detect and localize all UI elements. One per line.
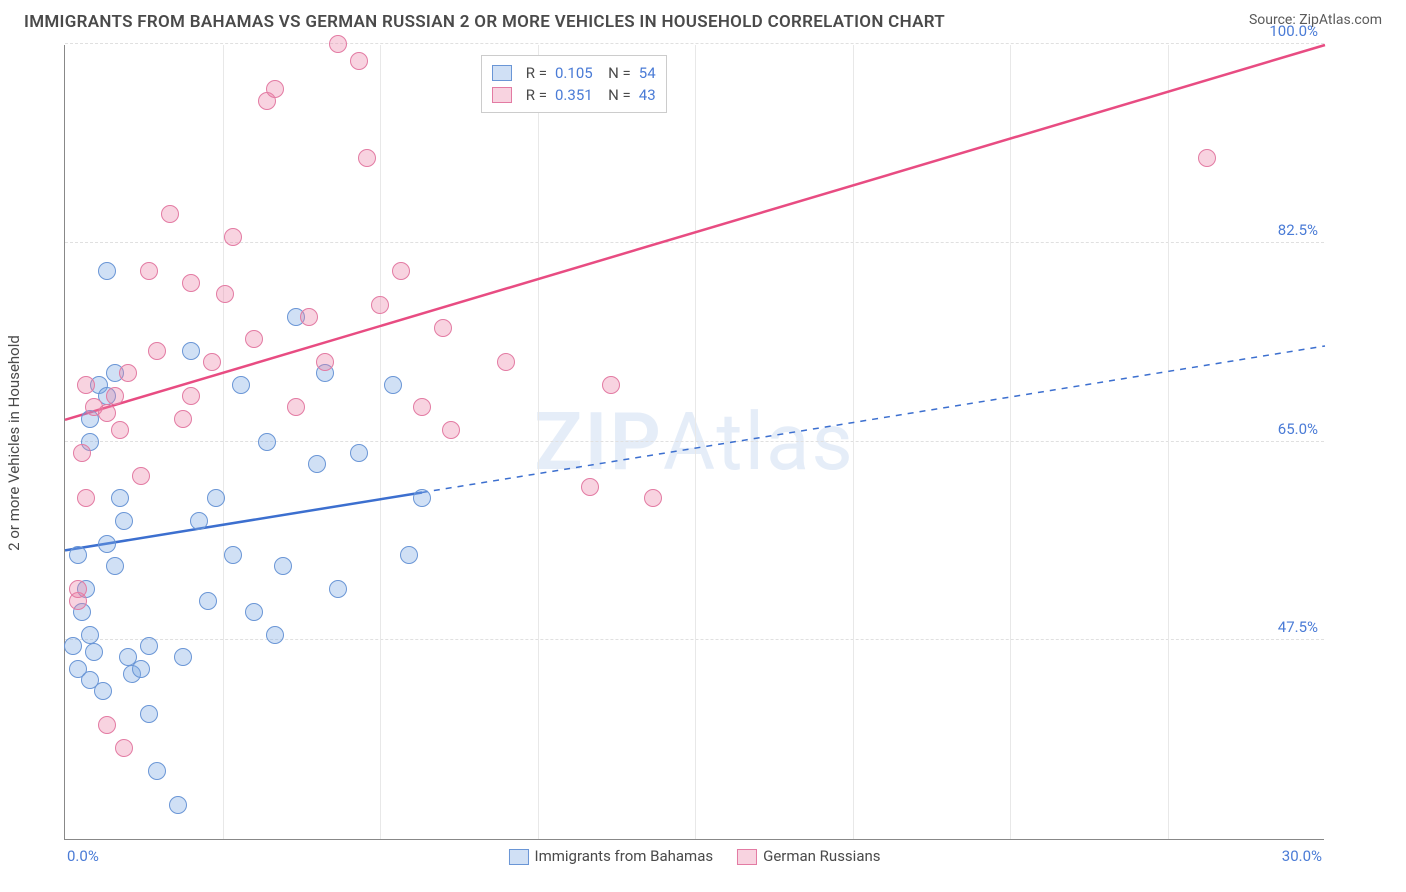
chart-container: 2 or more Vehicles in Household ZIPAtlas… <box>24 45 1384 840</box>
data-point-immigrants-from-bahamas <box>232 376 250 394</box>
data-point-immigrants-from-bahamas <box>400 546 418 564</box>
data-point-immigrants-from-bahamas <box>266 626 284 644</box>
data-point-german-russians <box>434 319 452 337</box>
data-point-german-russians <box>300 308 318 326</box>
data-point-german-russians <box>111 421 129 439</box>
x-tick-label: 30.0% <box>1282 847 1322 865</box>
data-point-immigrants-from-bahamas <box>384 376 402 394</box>
x-tick-label: 0.0% <box>67 847 99 865</box>
data-point-immigrants-from-bahamas <box>132 660 150 678</box>
data-point-german-russians <box>329 35 347 53</box>
data-point-german-russians <box>371 296 389 314</box>
data-point-immigrants-from-bahamas <box>94 682 112 700</box>
legend-item: Immigrants from Bahamas <box>508 847 713 865</box>
data-point-immigrants-from-bahamas <box>245 603 263 621</box>
correlation-row: R = 0.105 N = 54 <box>492 62 656 84</box>
data-point-immigrants-from-bahamas <box>69 546 87 564</box>
data-point-german-russians <box>602 376 620 394</box>
series-legend: Immigrants from Bahamas German Russians <box>508 847 880 865</box>
data-point-german-russians <box>73 444 91 462</box>
data-point-german-russians <box>98 404 116 422</box>
y-axis-label: 2 or more Vehicles in Household <box>5 335 23 551</box>
data-point-german-russians <box>161 205 179 223</box>
plot-area: ZIPAtlas 47.5%65.0%82.5%100.0%0.0%30.0%R… <box>64 45 1324 840</box>
data-point-german-russians <box>216 285 234 303</box>
data-point-german-russians <box>182 387 200 405</box>
data-point-immigrants-from-bahamas <box>106 557 124 575</box>
data-point-immigrants-from-bahamas <box>64 637 82 655</box>
data-point-german-russians <box>69 580 87 598</box>
data-point-german-russians <box>266 80 284 98</box>
data-point-german-russians <box>316 353 334 371</box>
data-point-german-russians <box>287 398 305 416</box>
legend-item: German Russians <box>737 847 880 865</box>
data-point-immigrants-from-bahamas <box>140 705 158 723</box>
data-point-german-russians <box>392 262 410 280</box>
data-point-immigrants-from-bahamas <box>85 643 103 661</box>
data-point-immigrants-from-bahamas <box>174 648 192 666</box>
data-point-immigrants-from-bahamas <box>140 637 158 655</box>
data-point-immigrants-from-bahamas <box>182 342 200 360</box>
data-point-german-russians <box>413 398 431 416</box>
data-point-german-russians <box>77 376 95 394</box>
data-point-german-russians <box>224 228 242 246</box>
data-point-german-russians <box>497 353 515 371</box>
data-point-immigrants-from-bahamas <box>308 455 326 473</box>
correlation-row: R = 0.351 N = 43 <box>492 84 656 106</box>
data-point-immigrants-from-bahamas <box>98 262 116 280</box>
data-point-german-russians <box>132 467 150 485</box>
data-point-german-russians <box>77 489 95 507</box>
data-point-german-russians <box>581 478 599 496</box>
data-point-german-russians <box>115 739 133 757</box>
data-point-immigrants-from-bahamas <box>274 557 292 575</box>
data-point-immigrants-from-bahamas <box>224 546 242 564</box>
data-point-immigrants-from-bahamas <box>148 762 166 780</box>
data-point-immigrants-from-bahamas <box>81 626 99 644</box>
data-point-immigrants-from-bahamas <box>115 512 133 530</box>
gridline-h <box>65 43 1324 44</box>
data-point-immigrants-from-bahamas <box>169 796 187 814</box>
y-tick-label: 100.0% <box>1269 22 1318 40</box>
data-point-german-russians <box>245 330 263 348</box>
data-point-immigrants-from-bahamas <box>199 592 217 610</box>
data-point-immigrants-from-bahamas <box>350 444 368 462</box>
data-point-immigrants-from-bahamas <box>329 580 347 598</box>
data-point-german-russians <box>442 421 460 439</box>
data-point-immigrants-from-bahamas <box>207 489 225 507</box>
data-point-immigrants-from-bahamas <box>190 512 208 530</box>
data-point-german-russians <box>350 52 368 70</box>
data-point-german-russians <box>644 489 662 507</box>
data-point-immigrants-from-bahamas <box>98 535 116 553</box>
data-point-german-russians <box>148 342 166 360</box>
chart-title: IMMIGRANTS FROM BAHAMAS VS GERMAN RUSSIA… <box>24 12 945 32</box>
data-point-german-russians <box>98 716 116 734</box>
data-point-german-russians <box>203 353 221 371</box>
data-point-german-russians <box>140 262 158 280</box>
data-point-german-russians <box>182 274 200 292</box>
data-point-german-russians <box>119 364 137 382</box>
data-point-immigrants-from-bahamas <box>413 489 431 507</box>
data-point-immigrants-from-bahamas <box>258 433 276 451</box>
data-point-immigrants-from-bahamas <box>111 489 129 507</box>
data-point-german-russians <box>358 149 376 167</box>
correlation-legend: R = 0.105 N = 54R = 0.351 N = 43 <box>481 55 667 113</box>
data-point-german-russians <box>1198 149 1216 167</box>
trend-lines <box>65 45 1325 840</box>
data-point-german-russians <box>106 387 124 405</box>
data-point-german-russians <box>174 410 192 428</box>
